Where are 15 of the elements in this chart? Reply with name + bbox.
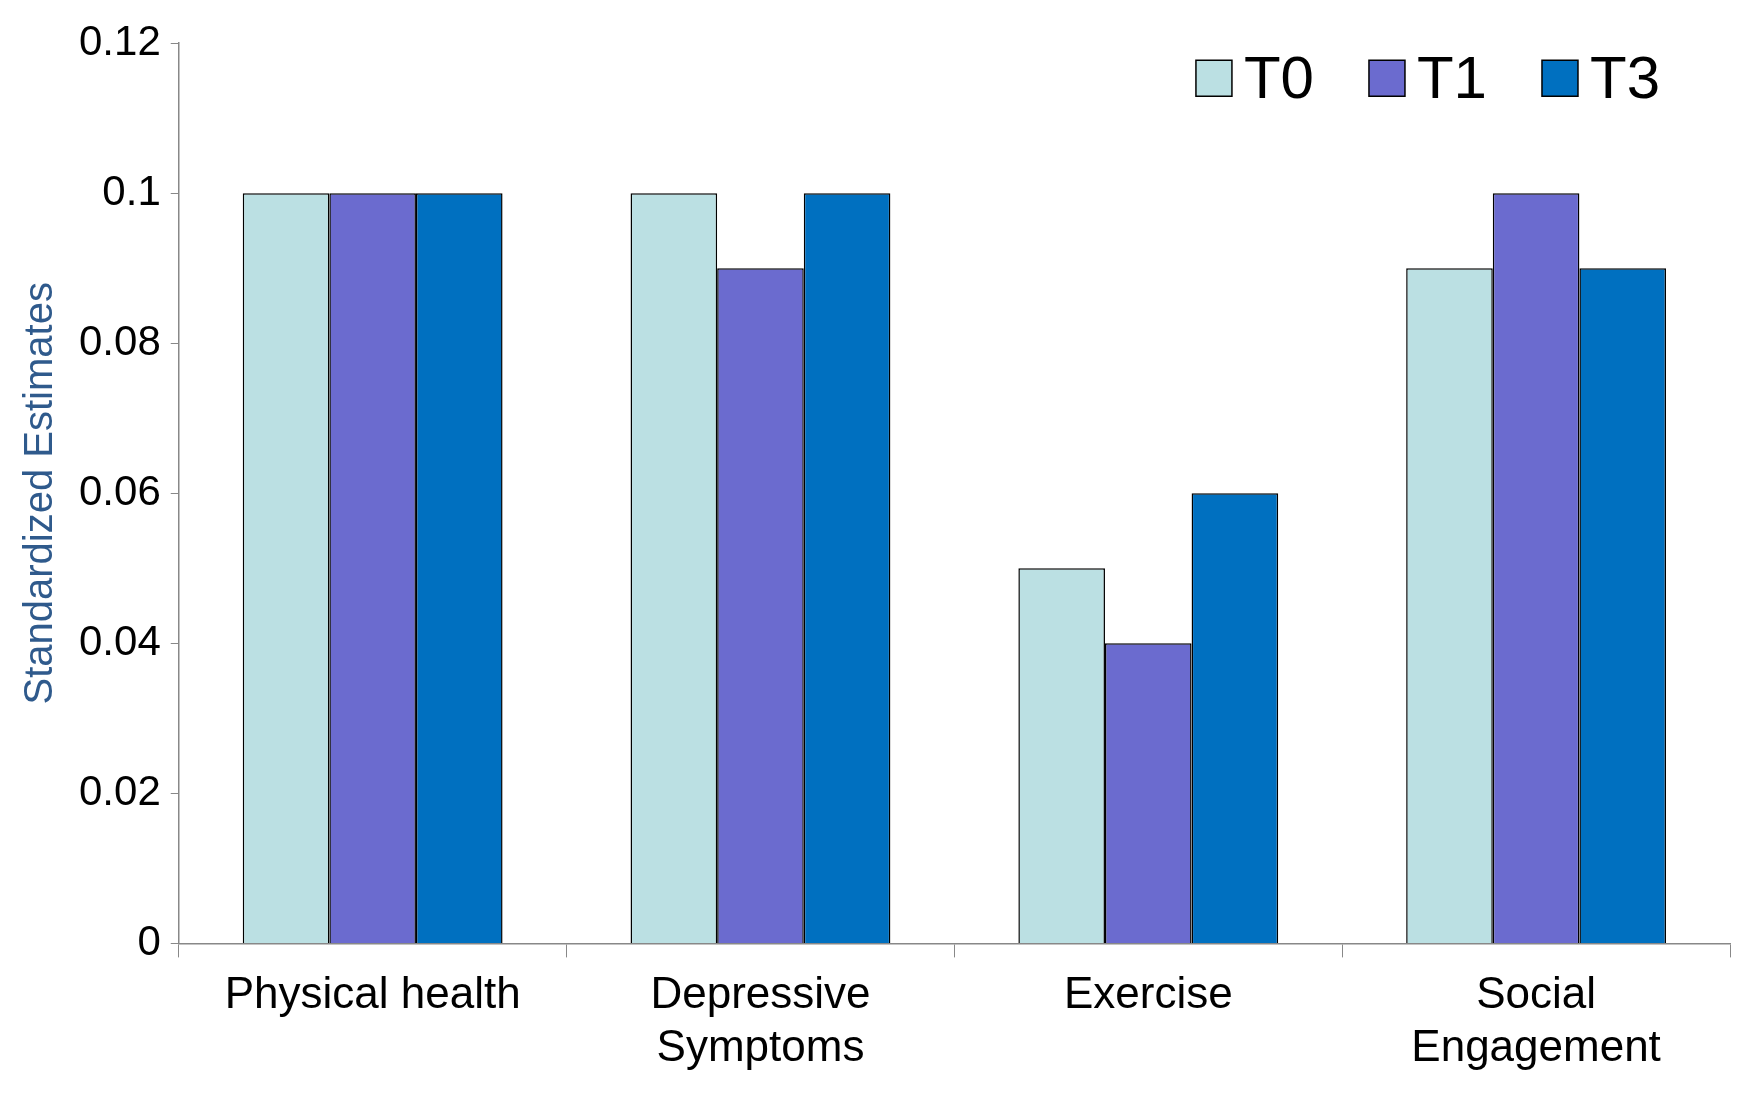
legend-label: T3: [1589, 43, 1661, 111]
x-tick-label: Social Engagement: [1411, 967, 1661, 1070]
y-axis-title: Standardized Estimates: [16, 282, 61, 705]
y-tick-label: 0.1: [102, 166, 161, 214]
y-tick-label: 0.08: [78, 316, 161, 364]
legend-label: T1: [1416, 43, 1487, 111]
x-tick-label: Physical health: [224, 967, 521, 1017]
x-tick-label: Exercise: [1063, 967, 1233, 1017]
x-tick-label: Depressive Symptoms: [650, 967, 871, 1070]
y-tick-label: 0.12: [78, 16, 161, 64]
y-tick-label: 0.06: [78, 466, 161, 514]
y-tick-label: 0: [137, 916, 161, 964]
y-tick-label: 0.04: [78, 616, 161, 664]
y-tick-label: 0.02: [78, 766, 161, 814]
legend-label: T0: [1243, 43, 1314, 111]
